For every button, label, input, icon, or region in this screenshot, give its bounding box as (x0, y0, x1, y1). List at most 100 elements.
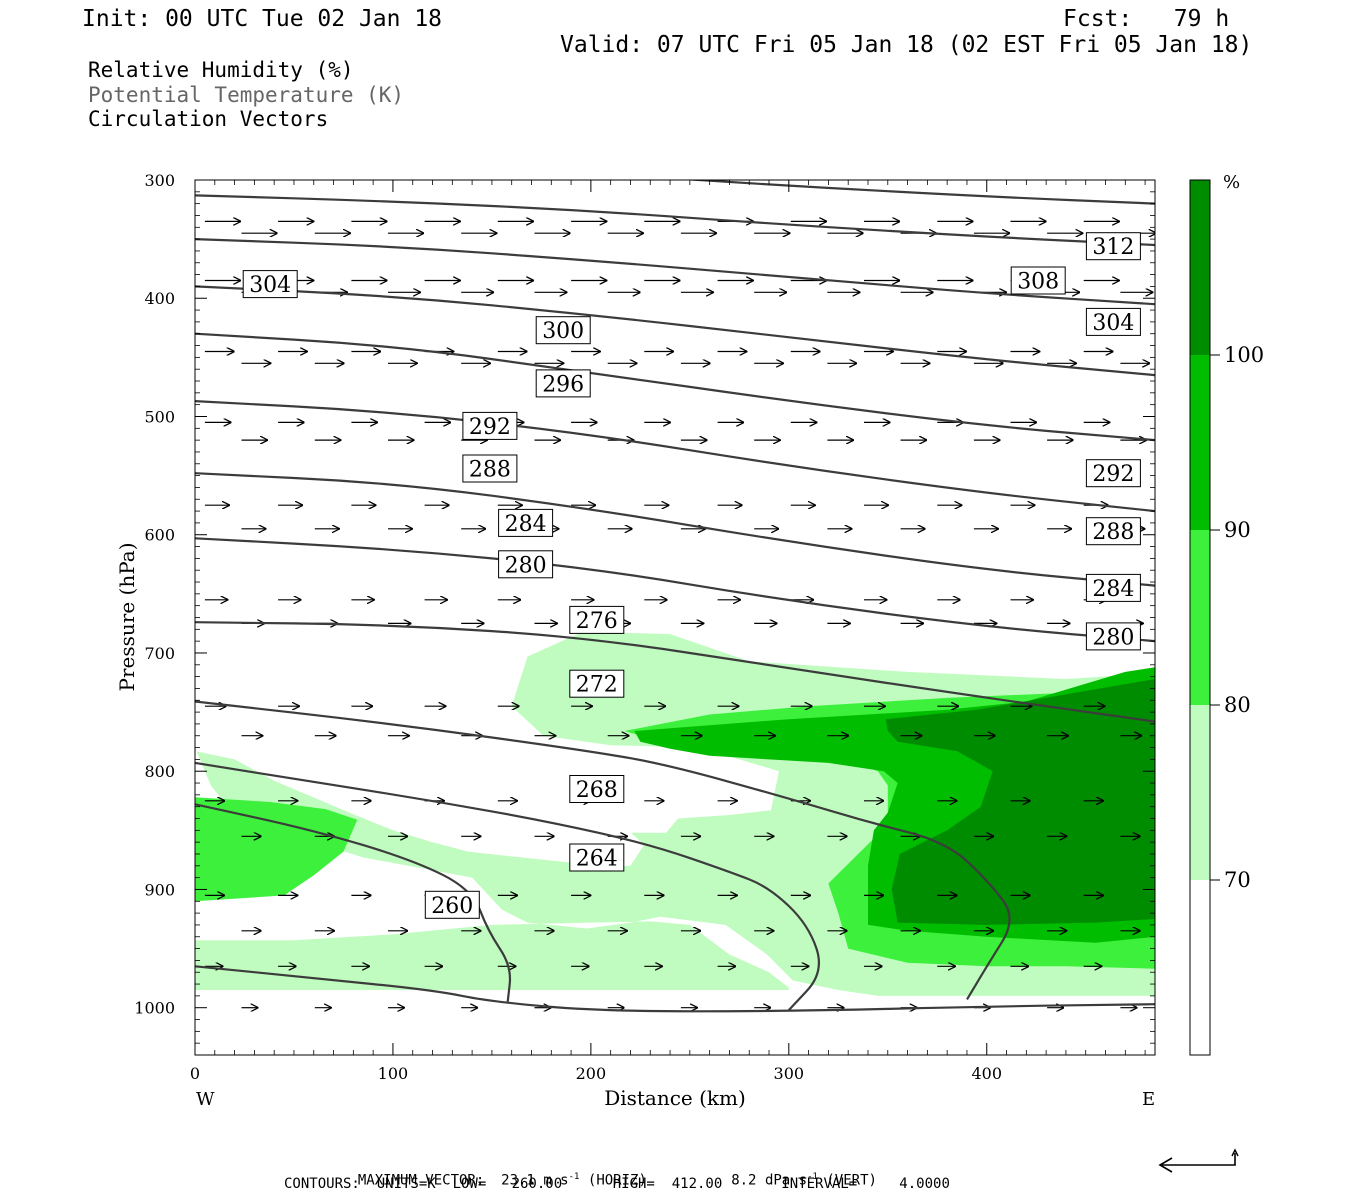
y-tick-label-300: 300 (144, 171, 175, 190)
contour-label-268: 268 (576, 778, 618, 803)
isentrope-268 (195, 700, 1011, 1000)
colorbar-label-70: 70 (1224, 868, 1251, 892)
contour-label-box (462, 411, 518, 440)
contour-label-box (498, 550, 554, 579)
legend-relative-humidity: Relative Humidity (%) (88, 58, 354, 82)
y-tick-label-500: 500 (144, 407, 175, 426)
isentrope-256 (195, 965, 1155, 1013)
contour-label-272: 272 (576, 673, 618, 698)
isentrope-296 (195, 238, 1155, 306)
y-tick-label-1000: 1000 (134, 999, 175, 1018)
contour-label-304: 304 (1092, 311, 1134, 336)
contour-label-box (569, 843, 625, 872)
contour-label-276: 276 (576, 609, 618, 634)
isentrope-304 (682, 180, 1155, 205)
contour-label-308: 308 (1017, 270, 1059, 295)
forecast-hour: Fcst: 79 h (1063, 6, 1230, 32)
x-tick-label-400: 400 (971, 1064, 1002, 1083)
contour-label-288: 288 (1092, 520, 1134, 545)
contour-label-box (1010, 266, 1066, 295)
contour-label-box (569, 775, 625, 803)
rh-region-100+-4 (885, 679, 1155, 925)
contour-label-280: 280 (505, 553, 547, 578)
y-tick-label-600: 600 (144, 526, 175, 545)
rh-region-80-90-1 (195, 797, 358, 902)
x-tick-label-300: 300 (774, 1064, 805, 1083)
contour-label-box (569, 669, 625, 698)
contour-label-box (1085, 459, 1141, 488)
contour-label-box (535, 316, 591, 345)
colorbar-segment (1190, 530, 1210, 705)
isentrope-312 (195, 70, 1155, 80)
isentrope-layer (195, 56, 1155, 1013)
contour-label-292: 292 (1092, 462, 1134, 487)
reference-vector (1158, 1148, 1239, 1173)
colorbar-segment (1190, 880, 1210, 1055)
contours-info: CONTOURS: UNITS=K LOW= 260.00 HIGH= 412.… (284, 1176, 950, 1192)
legend-potential-temperature: Potential Temperature (K) (88, 83, 405, 107)
west-label: W (196, 1089, 215, 1110)
contour-label-288: 288 (469, 458, 511, 483)
isentrope-264 (195, 761, 820, 1011)
contour-label-284: 284 (1092, 577, 1134, 602)
contour-label-264: 264 (576, 847, 618, 872)
isentrope-260 (195, 803, 512, 1002)
isentrope-280 (195, 472, 1155, 587)
contour-label-box (462, 454, 518, 483)
colorbar-segment (1190, 355, 1210, 530)
isentrope-272 (195, 621, 1155, 723)
isentrope-288 (195, 332, 1155, 442)
colorbar-label-80: 80 (1224, 693, 1251, 717)
colorbar-label-90: 90 (1224, 518, 1251, 542)
x-tick-label-200: 200 (576, 1064, 607, 1083)
contour-label-300: 300 (542, 319, 584, 344)
y-tick-label-400: 400 (144, 289, 175, 308)
contour-label-box (498, 508, 554, 537)
colorbar: 100 90 80 70 (1189, 179, 1264, 1056)
x-tick-label-100: 100 (378, 1064, 409, 1083)
contour-label-layer: 312 308 304 304 300 296 292 292 288 288 284 284 280 2… (242, 232, 1141, 919)
contour-label-box (569, 605, 625, 634)
isentrope-284 (195, 400, 1155, 513)
colorbar-frame (1189, 179, 1211, 1056)
x-axis-label: Distance (km) (604, 1086, 746, 1110)
contour-label-296: 296 (542, 372, 584, 397)
isentrope-292 (195, 285, 1155, 377)
x-tick-label-0: 0 (190, 1064, 200, 1083)
contour-label-box (1085, 517, 1141, 546)
y-tick-label-700: 700 (144, 644, 175, 663)
contour-label-284: 284 (505, 512, 547, 537)
colorbar-segment (1190, 180, 1210, 355)
isentrope-276 (195, 537, 1155, 643)
y-axis-label: Pressure (hPa) (115, 543, 139, 692)
contour-label-292: 292 (469, 415, 511, 440)
east-label: E (1142, 1089, 1155, 1110)
contour-label-312: 312 (1092, 235, 1134, 260)
contour-label-box (424, 890, 480, 919)
init-time: Init: 00 UTC Tue 02 Jan 18 (82, 6, 443, 32)
contour-label-box (1085, 232, 1141, 261)
valid-time: Valid: 07 UTC Fri 05 Jan 18 (02 EST Fri … (560, 32, 1253, 58)
max-vector-line: MAXIMUM VECTOR: 23.1 m s-1 (HORIZ) 8.2 d… (357, 1172, 877, 1189)
contour-label-box (1085, 307, 1141, 336)
colorbar-unit: % (1223, 172, 1240, 193)
y-tick-label-800: 800 (144, 762, 175, 781)
contour-label-260: 260 (431, 894, 473, 919)
contour-label-280: 280 (1092, 625, 1134, 650)
legend-circulation-vectors: Circulation Vectors (88, 107, 329, 131)
contour-label-box (1085, 573, 1141, 602)
contour-label-box (1085, 622, 1141, 651)
colorbar-label-100: 100 (1224, 343, 1264, 367)
contour-label-box (535, 369, 591, 398)
isentrope-308 (195, 128, 1155, 159)
contour-label-304: 304 (249, 273, 291, 298)
rh-shading-layer (195, 631, 1155, 996)
contour-label-box (242, 270, 298, 299)
y-tick-label-900: 900 (144, 880, 175, 899)
isentrope-312 (195, 56, 1155, 60)
isentrope-312 (195, 85, 1155, 113)
axes-layer: 300 400 500 600 700 800 900 1000 0 100 200 300 400 (134, 171, 1155, 1083)
isentrope-300 (195, 194, 1155, 247)
colorbar-segment (1190, 705, 1210, 880)
